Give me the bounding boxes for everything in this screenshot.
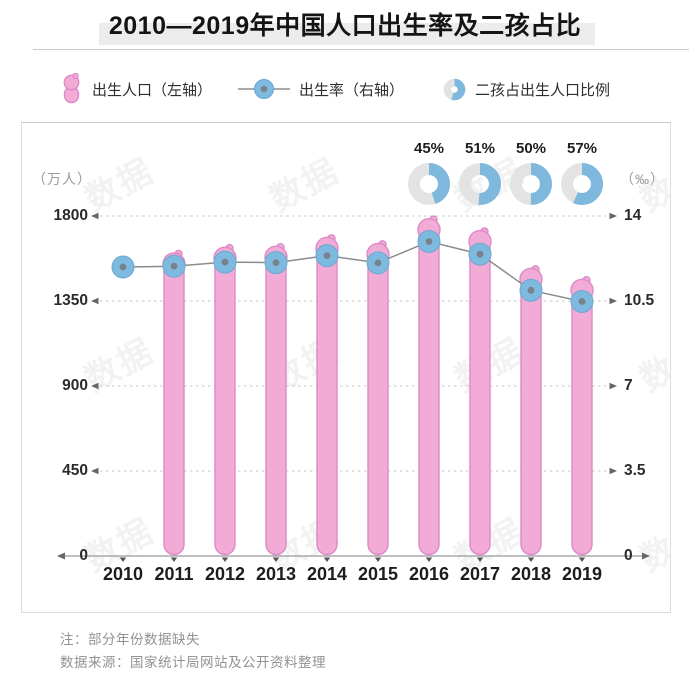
plot-svg	[57, 163, 650, 562]
page-title: 2010—2019年中国人口出生率及二孩占比	[108, 12, 582, 40]
bar	[520, 274, 542, 556]
title-band	[99, 23, 595, 45]
x-axis-label: 2019	[561, 564, 603, 584]
grid-arrow-left	[91, 467, 99, 475]
line-marker-dot	[119, 263, 127, 271]
x-axis-label: 2013	[255, 564, 297, 584]
donut-chart-value	[459, 163, 501, 205]
x-axis-tick	[425, 557, 433, 562]
line-marker-dot	[374, 259, 382, 267]
x-axis-tick	[578, 557, 586, 562]
axis-tick-label-right: 14	[624, 207, 642, 224]
x-axis-tick	[272, 557, 280, 562]
legend-item-birthrate: 出生率（右轴）	[238, 70, 404, 108]
donut-chart-value	[408, 163, 450, 205]
donut-percent-label: 57%	[566, 140, 598, 157]
line-marker-dot	[527, 286, 535, 294]
bar	[367, 249, 389, 556]
x-axis-arrow-right	[642, 552, 650, 560]
axis-tick-label-left: 900	[62, 377, 88, 394]
line-marker-dot	[425, 238, 433, 245]
line-marker-icon	[238, 79, 290, 99]
line-marker-dot	[221, 258, 229, 266]
bar	[265, 252, 287, 556]
footnote: 注：部分年份数据缺失	[60, 632, 200, 647]
legend-label-births: 出生人口（左轴）	[92, 81, 213, 99]
x-axis-tick	[221, 557, 229, 562]
axis-tick-label-left: 1800	[53, 207, 88, 224]
donut-percent-label: 51%	[464, 140, 496, 157]
bar	[418, 224, 440, 556]
donut-chart-value	[561, 163, 603, 205]
x-axis-label: 2010	[102, 564, 144, 584]
line-series	[122, 240, 583, 303]
bar	[571, 285, 593, 556]
grid-arrow-right	[609, 297, 617, 305]
legend-label-secondchild: 二孩占出生人口比例	[475, 81, 611, 99]
x-axis-label: 2011	[154, 564, 194, 584]
bar	[316, 243, 338, 556]
source-note: 数据来源：国家统计局网站及公开资料整理	[60, 655, 326, 670]
x-axis-label: 2015	[357, 564, 399, 584]
line-marker-dot	[170, 262, 178, 270]
x-axis-label: 2018	[510, 564, 552, 584]
axis-tick-label-right: 7	[624, 377, 633, 394]
axis-tick-label-right: 10.5	[624, 292, 655, 309]
axis-tick-label-left: 0	[79, 547, 88, 564]
x-axis-tick	[476, 557, 484, 562]
x-axis-label: 2017	[459, 564, 501, 584]
grid-arrow-left	[91, 212, 99, 220]
x-axis-tick	[323, 557, 331, 562]
grid-arrow-right	[609, 467, 617, 475]
bar	[214, 253, 236, 556]
x-axis-label: 2014	[306, 564, 348, 584]
donut-percent-label: 45%	[413, 140, 445, 157]
x-axis-label: 2016	[408, 564, 450, 584]
grid-arrow-right	[609, 212, 617, 220]
legend-item-births: 出生人口（左轴）	[60, 70, 212, 108]
x-axis-tick	[527, 557, 535, 562]
left-axis-unit: （万人）	[32, 171, 92, 187]
line-marker-dot	[578, 298, 586, 305]
bar	[163, 259, 185, 556]
donut-icon	[443, 78, 466, 100]
header: 2010—2019年中国人口出生率及二孩占比	[0, 6, 690, 50]
grid-arrow-right	[609, 382, 617, 390]
x-axis-tick	[170, 557, 178, 562]
legend-label-birthrate: 出生率（右轴）	[299, 81, 405, 99]
title-underline	[33, 49, 689, 50]
x-axis-arrow-left	[57, 552, 65, 560]
bar	[469, 236, 491, 556]
legend-item-secondchild: 二孩占出生人口比例	[443, 70, 610, 108]
right-axis-unit: （‰）	[620, 171, 665, 187]
line-marker-dot	[272, 259, 280, 267]
chart-area: 数据数据数据数据数据数据数据数据数据数据数据数据 （万人） （‰） 45%51%…	[21, 122, 671, 613]
x-axis-tick	[119, 557, 127, 562]
donut-percent-label: 50%	[515, 140, 547, 157]
donut-chart-value	[510, 163, 552, 205]
grid-arrow-left	[91, 382, 99, 390]
line-marker-dot	[476, 250, 484, 258]
baby-icon	[63, 73, 80, 104]
axis-tick-label-right: 0	[624, 547, 633, 564]
x-axis-label: 2012	[204, 564, 246, 584]
legend: 出生人口（左轴） 出生率（右轴） 二孩占出生人口比例	[0, 70, 690, 108]
grid-arrow-left	[91, 297, 99, 305]
axis-tick-label-left: 1350	[53, 292, 88, 309]
axis-tick-label-left: 450	[62, 462, 88, 479]
x-axis-tick	[374, 557, 382, 562]
axis-tick-label-right: 3.5	[624, 462, 646, 479]
line-marker-dot	[323, 252, 331, 259]
